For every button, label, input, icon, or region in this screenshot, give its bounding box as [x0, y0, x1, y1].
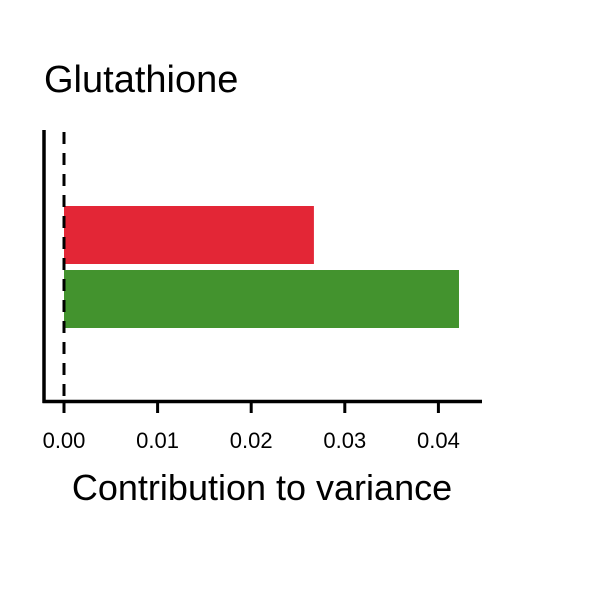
x-ticks: 0.00 0.01 0.02 0.03 0.04 — [43, 401, 460, 453]
x-tick-label: 0.00 — [43, 428, 86, 453]
x-tick-label: 0.03 — [323, 428, 366, 453]
bars-layer — [64, 206, 459, 328]
x-tick-label: 0.04 — [417, 428, 460, 453]
x-tick-label: 0.01 — [136, 428, 179, 453]
bar-1 — [64, 206, 314, 264]
bar-2 — [64, 270, 459, 328]
x-axis-label: Contribution to variance — [72, 467, 452, 508]
chart-title: Glutathione — [44, 59, 238, 101]
x-tick-label: 0.02 — [230, 428, 273, 453]
